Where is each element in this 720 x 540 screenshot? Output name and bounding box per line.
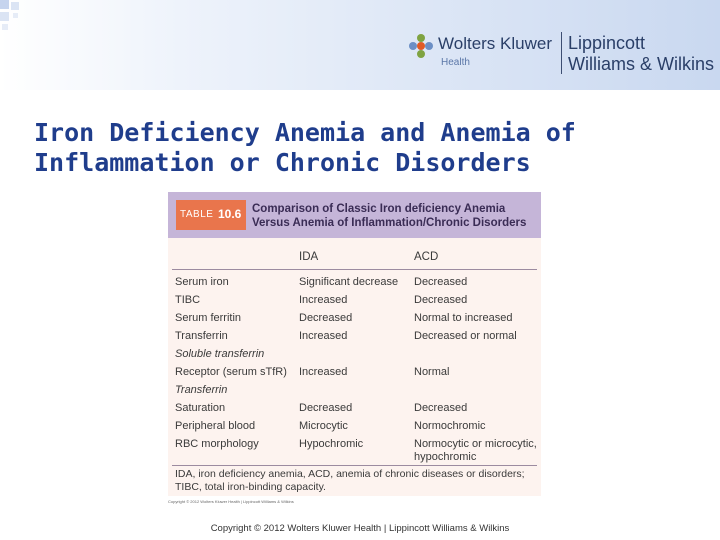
row-label: RBC morphology [175, 438, 259, 450]
table-footnote: IDA, iron deficiency anemia, ACD, anemia… [175, 468, 525, 493]
table-number-tag: TABLE 10.6 [176, 200, 246, 230]
wolters-kluwer-name: Wolters Kluwer [438, 34, 552, 53]
row-acd-value: Decreased [414, 294, 468, 306]
table-title: Comparison of Classic Iron deficiency An… [252, 203, 527, 229]
row-label: Saturation [175, 402, 226, 414]
williams-wilkins-name: Williams & Wilkins [568, 54, 714, 74]
row-acd-value: Normocytic or microcytic, hypochromic [414, 438, 537, 463]
comparison-table: TABLE 10.6 Comparison of Classic Iron de… [168, 192, 541, 496]
row-ida-value: Increased [299, 294, 348, 306]
table-rule-top [172, 269, 537, 270]
row-ida-value: Increased [299, 330, 348, 342]
row-ida-value: Significant decrease [299, 276, 399, 288]
row-acd-value: Decreased [414, 276, 468, 288]
column-header-ida: IDA [299, 251, 319, 263]
row-acd-value: Normochromic [414, 420, 486, 432]
row-ida-value: Microcytic [299, 420, 348, 432]
wolters-kluwer-logo-icon [409, 34, 433, 58]
row-label: Receptor (serum sTfR) [175, 366, 287, 378]
row-label: Serum ferritin [175, 312, 242, 324]
logo-divider [561, 32, 562, 74]
slide-title: Iron Deficiency Anemia and Anemia of Inf… [34, 118, 576, 177]
row-label: Transferrin [175, 384, 228, 396]
row-ida-value: Decreased [299, 312, 353, 324]
publisher-logo: Wolters Kluwer Health Lippincott William… [408, 30, 718, 80]
row-acd-value: Normal [414, 366, 450, 378]
slide-footer-copyright: Copyright © 2012 Wolters Kluwer Health |… [210, 523, 510, 534]
row-label: Peripheral blood [175, 420, 256, 432]
row-label: TIBC [175, 294, 201, 306]
row-ida-value: Increased [299, 366, 348, 378]
lippincott-name: Lippincott [568, 33, 646, 53]
column-header-acd: ACD [414, 251, 439, 263]
row-label: Transferrin [175, 330, 228, 342]
row-label: Soluble transferrin [175, 348, 265, 360]
table-rule-bottom [172, 465, 537, 466]
row-acd-value: Decreased [414, 402, 468, 414]
table-tag-word: TABLE [180, 209, 214, 220]
table-column-header-row: IDA ACD [168, 248, 541, 268]
row-acd-value: Decreased or normal [414, 330, 517, 342]
row-ida-value: Hypochromic [299, 438, 364, 450]
row-label: Serum iron [175, 276, 229, 288]
row-acd-value: Normal to increased [414, 312, 513, 324]
row-ida-value: Decreased [299, 402, 353, 414]
table-header-band: TABLE 10.6 Comparison of Classic Iron de… [168, 192, 541, 238]
wolters-kluwer-health-label: Health [441, 57, 470, 68]
table-tag-number: 10.6 [218, 207, 242, 221]
header-band [0, 0, 720, 90]
table-credit: Copyright © 2012 Wolters Kluwer Health |… [168, 499, 294, 504]
